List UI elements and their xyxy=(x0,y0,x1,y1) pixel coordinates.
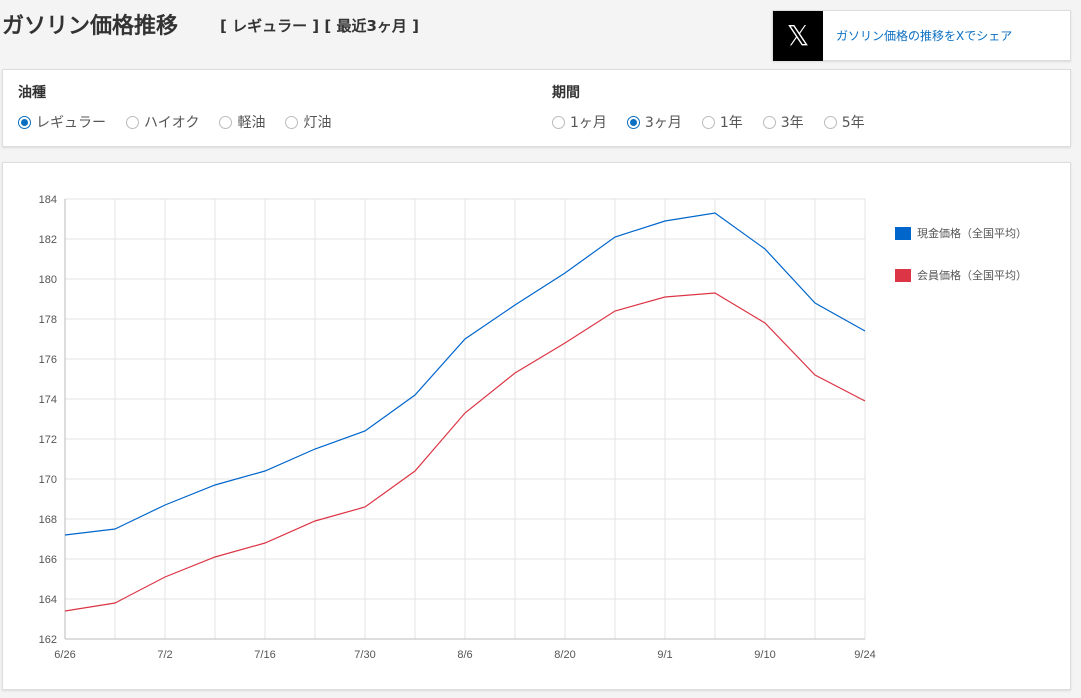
legend-item-member[interactable]: 会員価格（全国平均） xyxy=(895,267,1027,283)
y-tick-label: 170 xyxy=(39,474,57,486)
y-tick-label: 172 xyxy=(39,434,57,446)
x-tick-label: 9/1 xyxy=(657,649,672,661)
series-line-0 xyxy=(64,212,866,536)
period-option[interactable]: 1ヶ月 xyxy=(552,112,607,132)
y-tick-label: 178 xyxy=(39,314,57,326)
fuel-option[interactable]: 軽油 xyxy=(219,112,265,132)
period-label: 期間 xyxy=(552,85,580,101)
series-line-1 xyxy=(64,292,866,612)
period-option[interactable]: 5年 xyxy=(823,112,865,132)
x-tick-label: 9/24 xyxy=(854,649,875,661)
radio-button[interactable] xyxy=(626,115,640,129)
y-tick-label: 162 xyxy=(39,634,57,646)
period-option[interactable]: 3ヶ月 xyxy=(626,112,682,132)
fuel-type-group: 油種 レギュラー ハイオク 軽油 灯油 xyxy=(18,82,331,132)
option-label: 3年 xyxy=(780,115,804,131)
period-group: 期間 1ヶ月 3ヶ月 1年 3年 5年 xyxy=(552,82,865,132)
y-tick-label: 184 xyxy=(39,194,57,206)
option-label: 1ヶ月 xyxy=(570,115,607,131)
x-tick-label: 8/20 xyxy=(554,649,575,661)
legend-swatch-blue xyxy=(895,226,911,240)
option-label: 5年 xyxy=(841,115,865,131)
share-label: ガソリン価格の推移をXでシェア xyxy=(836,29,1013,43)
y-tick-label: 176 xyxy=(39,354,57,366)
x-tick-label: 9/10 xyxy=(754,649,775,661)
legend-label: 会員価格（全国平均） xyxy=(917,269,1027,282)
legend-item-cash[interactable]: 現金価格（全国平均） xyxy=(895,225,1027,241)
radio-button[interactable] xyxy=(552,115,565,129)
x-tick-label: 7/30 xyxy=(354,649,375,661)
x-tick-label: 7/2 xyxy=(157,649,172,661)
y-tick-label: 182 xyxy=(39,234,57,246)
price-chart-panel: 162 164 166 168 170 172 174 176 178 180 182 184 6/26… xyxy=(2,162,1071,690)
radio-button[interactable] xyxy=(823,115,837,129)
filter-panel: 油種 レギュラー ハイオク 軽油 灯油 期間 1ヶ月 3ヶ月 1年 3年 5年 xyxy=(2,69,1071,147)
option-label: 1年 xyxy=(719,115,743,131)
page-subtitle: [ レギュラー ] [ 最近3ヶ月 ] xyxy=(220,17,419,35)
radio-button[interactable] xyxy=(18,115,31,129)
legend-swatch-red xyxy=(895,268,911,282)
fuel-option[interactable]: ハイオク xyxy=(126,112,199,132)
period-option[interactable]: 3年 xyxy=(762,112,804,132)
y-tick-label: 174 xyxy=(39,394,57,406)
x-tick-label: 7/16 xyxy=(254,649,275,661)
y-tick-label: 180 xyxy=(39,274,57,286)
option-label: ハイオク xyxy=(144,115,200,131)
option-label: レギュラー xyxy=(36,115,106,131)
x-tick-label: 8/6 xyxy=(457,649,472,661)
radio-button[interactable] xyxy=(701,115,715,129)
price-line-chart: 162 164 166 168 170 172 174 176 178 180 182 184 6/26… xyxy=(39,194,876,661)
legend-label: 現金価格（全国平均） xyxy=(917,227,1027,240)
x-logo-icon: 𝕏 xyxy=(773,10,823,61)
radio-button[interactable] xyxy=(126,115,139,129)
y-tick-label: 168 xyxy=(39,514,57,526)
option-label: 軽油 xyxy=(237,115,266,131)
period-option[interactable]: 1年 xyxy=(701,112,743,132)
y-tick-label: 166 xyxy=(39,554,57,566)
share-on-x-button[interactable]: 𝕏 ガソリン価格の推移をXでシェア xyxy=(772,10,1071,61)
radio-button[interactable] xyxy=(762,115,776,129)
option-label: 3ヶ月 xyxy=(644,115,682,131)
fuel-type-label: 油種 xyxy=(18,85,46,101)
page-title: ガソリン価格推移 xyxy=(2,14,179,39)
y-tick-label: 164 xyxy=(39,594,57,606)
radio-button[interactable] xyxy=(285,115,299,129)
x-tick-label: 6/26 xyxy=(54,649,75,661)
option-label: 灯油 xyxy=(303,115,332,131)
radio-button[interactable] xyxy=(219,115,233,129)
fuel-option[interactable]: 灯油 xyxy=(285,112,331,132)
fuel-option[interactable]: レギュラー xyxy=(18,112,106,132)
